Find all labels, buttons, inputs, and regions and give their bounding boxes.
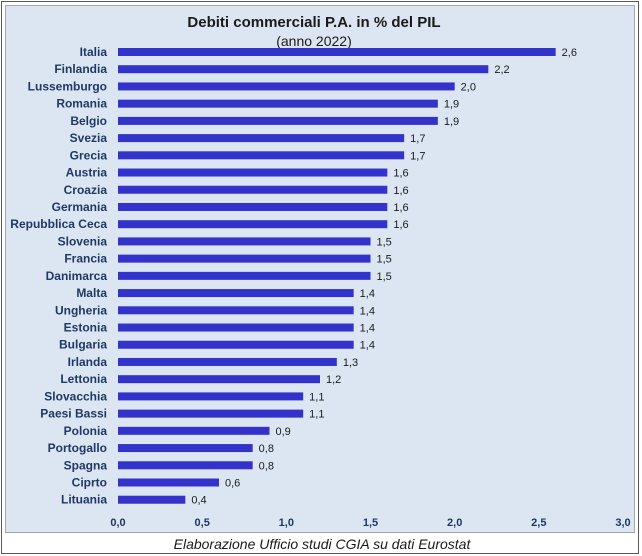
bar (118, 323, 354, 332)
chart-area: Debiti commerciali P.A. in % del PIL (an… (5, 5, 635, 533)
value-label: 0,8 (259, 443, 274, 455)
category-label: Portogallo (48, 441, 107, 455)
bar (118, 220, 388, 229)
value-label: 1,7 (410, 150, 425, 162)
value-label: 1,6 (393, 168, 408, 180)
category-label: Slovacchia (44, 389, 107, 403)
x-tick-label: 1,0 (279, 517, 294, 529)
category-label: Malta (76, 286, 107, 300)
x-tick-label: 0,5 (195, 517, 210, 529)
value-label: 1,4 (360, 305, 375, 317)
chart-subtitle: (anno 2022) (276, 33, 352, 49)
value-label: 0,8 (259, 460, 274, 472)
value-label: 1,2 (326, 374, 341, 386)
bar (118, 289, 354, 298)
category-label: Finlandia (54, 62, 107, 76)
category-label: Francia (64, 252, 107, 266)
x-tick-label: 2,0 (447, 517, 462, 529)
bar (118, 375, 320, 384)
category-label: Ciprto (72, 476, 107, 490)
bar (118, 65, 489, 74)
bar (118, 82, 455, 91)
category-label: Irlanda (68, 355, 108, 369)
bar (118, 151, 405, 160)
value-label: 2,2 (494, 64, 509, 76)
chart-title: Debiti commerciali P.A. in % del PIL (187, 14, 441, 31)
category-label: Italia (80, 45, 108, 59)
value-label: 2,0 (461, 81, 476, 93)
value-label: 0,9 (276, 426, 291, 438)
bar (118, 409, 304, 418)
value-label: 1,4 (360, 323, 375, 335)
value-label: 1,6 (393, 219, 408, 231)
category-label: Spagna (64, 458, 108, 472)
value-label: 1,3 (343, 357, 358, 369)
value-label: 1,4 (360, 340, 375, 352)
bar (118, 461, 253, 470)
value-label: 1,9 (444, 99, 459, 111)
x-tick-label: 1,5 (363, 517, 378, 529)
bar (118, 134, 405, 143)
x-tick-label: 0,0 (110, 517, 125, 529)
category-label: Grecia (70, 148, 108, 162)
x-tick-label: 3,0 (615, 517, 630, 529)
bar (118, 495, 186, 504)
category-label: Lituania (61, 493, 107, 507)
category-label: Svezia (70, 131, 108, 145)
category-label: Belgio (70, 114, 107, 128)
category-label: Lettonia (60, 372, 107, 386)
bar (118, 478, 219, 487)
bar (118, 444, 253, 453)
bar (118, 202, 388, 211)
bar (118, 306, 354, 315)
value-label: 0,6 (225, 478, 240, 490)
source-note: Elaborazione Ufficio studi CGIA su dati … (173, 536, 471, 552)
category-label: Lussemburgo (28, 79, 107, 93)
category-label: Polonia (64, 424, 108, 438)
bar (118, 254, 371, 263)
category-label: Bulgaria (59, 338, 107, 352)
bar (118, 168, 388, 177)
bar (118, 99, 438, 108)
bar (118, 340, 354, 349)
category-label: Paesi Bassi (40, 407, 107, 421)
value-label: 1,6 (393, 185, 408, 197)
bar (118, 237, 371, 246)
category-label: Romania (56, 97, 107, 111)
value-label: 1,5 (377, 254, 392, 266)
category-label: Germania (52, 200, 108, 214)
bar (118, 426, 270, 435)
category-label: Estonia (64, 321, 108, 335)
value-label: 1,5 (377, 271, 392, 283)
category-label: Austria (66, 166, 108, 180)
bar-chart: Italia 2,6 Finlandia 2,2 Lussemburgo 2,0 Roman… (10, 45, 630, 529)
category-label: Danimarca (46, 269, 108, 283)
value-label: 1,1 (309, 391, 324, 403)
category-label: Ungheria (55, 303, 107, 317)
value-label: 1,5 (377, 236, 392, 248)
value-label: 1,4 (360, 288, 375, 300)
bar (118, 48, 556, 56)
bar (118, 357, 337, 366)
category-label: Repubblica Ceca (10, 217, 107, 231)
bar (118, 392, 304, 401)
value-label: 1,6 (393, 202, 408, 214)
category-label: Slovenia (58, 234, 108, 248)
value-label: 1,1 (309, 409, 324, 421)
x-tick-label: 2,5 (531, 517, 546, 529)
category-label: Croazia (64, 183, 108, 197)
value-label: 2,6 (562, 47, 577, 59)
value-label: 0,4 (191, 495, 206, 507)
value-label: 1,7 (410, 133, 425, 145)
value-label: 1,9 (444, 116, 459, 128)
bar (118, 116, 438, 125)
bar (118, 185, 388, 194)
bar (118, 271, 371, 280)
